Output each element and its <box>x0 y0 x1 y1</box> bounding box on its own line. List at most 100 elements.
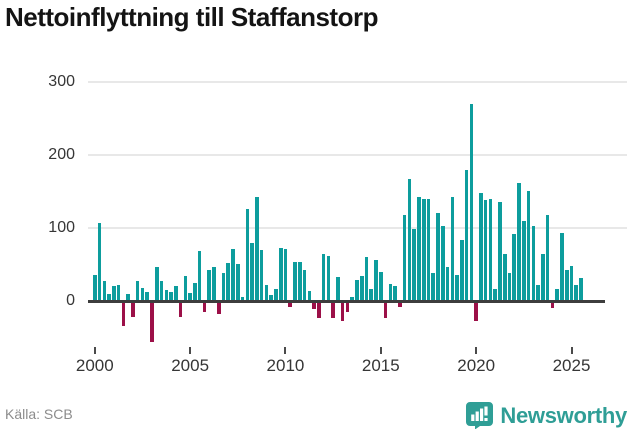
bar-2012-Q1[interactable] <box>321 254 326 301</box>
bar-2003-Q3[interactable] <box>159 280 164 301</box>
bar-2005-Q4[interactable] <box>202 303 207 313</box>
bar-2024-Q2[interactable] <box>555 289 559 301</box>
bar-2022-Q1[interactable] <box>512 233 517 301</box>
bar-2012-Q3[interactable] <box>331 303 335 319</box>
bar-2019-Q2[interactable] <box>460 239 464 301</box>
bar-2009-Q2[interactable] <box>269 295 273 301</box>
bar-2020-Q4[interactable] <box>488 199 493 301</box>
bar-2023-Q3[interactable] <box>541 253 545 301</box>
bar-2011-Q3[interactable] <box>312 303 316 309</box>
bar-2008-Q4[interactable] <box>259 249 264 301</box>
bar-2003-Q2[interactable] <box>154 266 159 301</box>
bar-2025-Q2[interactable] <box>574 284 579 301</box>
bar-2017-Q4[interactable] <box>431 273 436 301</box>
bar-2014-Q3[interactable] <box>369 289 374 301</box>
bar-2024-Q1[interactable] <box>550 303 555 309</box>
bar-2018-Q3[interactable] <box>445 266 450 301</box>
bar-2022-Q3[interactable] <box>522 220 526 301</box>
bar-2017-Q1[interactable] <box>417 197 421 301</box>
bar-2001-Q2[interactable] <box>116 284 121 301</box>
bar-2025-Q1[interactable] <box>569 265 574 301</box>
bar-2016-Q3[interactable] <box>407 179 412 301</box>
bar-2011-Q1[interactable] <box>302 270 307 301</box>
bar-2016-Q1[interactable] <box>398 303 402 307</box>
bar-2001-Q1[interactable] <box>112 285 116 301</box>
bar-2013-Q4[interactable] <box>355 279 359 301</box>
bar-2005-Q3[interactable] <box>197 251 202 301</box>
bar-2000-Q3[interactable] <box>102 280 107 301</box>
bar-2004-Q1[interactable] <box>169 291 173 301</box>
bar-2010-Q2[interactable] <box>288 303 293 307</box>
bar-2010-Q1[interactable] <box>283 249 288 301</box>
bar-2024-Q3[interactable] <box>560 233 564 301</box>
bar-2014-Q1[interactable] <box>359 276 364 301</box>
bar-2013-Q1[interactable] <box>340 303 345 322</box>
bar-2006-Q1[interactable] <box>207 270 211 301</box>
bar-2004-Q4[interactable] <box>183 276 188 301</box>
bar-2014-Q2[interactable] <box>364 257 369 301</box>
bar-2008-Q1[interactable] <box>245 208 250 301</box>
bar-2007-Q2[interactable] <box>231 249 235 301</box>
bar-2006-Q4[interactable] <box>221 272 226 301</box>
bar-2015-Q3[interactable] <box>388 284 393 301</box>
bar-2006-Q3[interactable] <box>216 303 221 314</box>
bar-2003-Q4[interactable] <box>164 290 169 301</box>
bar-2000-Q2[interactable] <box>97 222 102 301</box>
bar-2020-Q2[interactable] <box>479 192 483 301</box>
bar-2002-Q1[interactable] <box>131 303 135 317</box>
bar-2019-Q4[interactable] <box>469 103 474 301</box>
bar-2009-Q1[interactable] <box>264 284 269 301</box>
bar-2013-Q3[interactable] <box>350 297 354 301</box>
bar-2012-Q4[interactable] <box>336 276 340 301</box>
bar-2015-Q1[interactable] <box>379 271 383 301</box>
bar-2009-Q4[interactable] <box>278 248 283 301</box>
bar-2008-Q2[interactable] <box>250 243 254 301</box>
bar-2021-Q2[interactable] <box>498 201 502 301</box>
bar-2016-Q4[interactable] <box>412 229 416 301</box>
bar-2020-Q1[interactable] <box>474 303 478 321</box>
bar-2024-Q4[interactable] <box>564 270 569 301</box>
bar-2007-Q3[interactable] <box>236 264 240 301</box>
newsworthy-logo[interactable]: Newsworthy <box>466 402 627 430</box>
bar-2005-Q1[interactable] <box>188 292 192 301</box>
bar-2018-Q4[interactable] <box>450 196 455 301</box>
bar-2002-Q4[interactable] <box>145 291 150 301</box>
bar-2021-Q4[interactable] <box>507 273 512 301</box>
bar-2011-Q2[interactable] <box>307 290 312 301</box>
bar-2019-Q3[interactable] <box>464 170 469 301</box>
bar-2005-Q2[interactable] <box>193 282 197 301</box>
bar-2022-Q4[interactable] <box>526 191 531 301</box>
bar-2010-Q3[interactable] <box>293 261 297 301</box>
bar-2017-Q2[interactable] <box>421 199 426 301</box>
bar-2009-Q3[interactable] <box>274 289 278 301</box>
bar-2007-Q4[interactable] <box>240 297 245 301</box>
bar-2025-Q3[interactable] <box>579 278 583 301</box>
bar-2020-Q3[interactable] <box>483 200 488 301</box>
bar-2013-Q2[interactable] <box>345 303 350 313</box>
bar-2001-Q3[interactable] <box>121 303 126 326</box>
bar-2008-Q3[interactable] <box>255 197 259 301</box>
bar-2021-Q1[interactable] <box>493 288 498 301</box>
bar-2011-Q4[interactable] <box>317 303 321 319</box>
bar-2015-Q4[interactable] <box>393 285 397 301</box>
bar-2001-Q4[interactable] <box>126 293 130 301</box>
bar-2012-Q2[interactable] <box>326 255 331 301</box>
bar-2003-Q1[interactable] <box>150 303 154 342</box>
bar-2016-Q2[interactable] <box>402 214 407 301</box>
bar-2023-Q2[interactable] <box>536 284 540 301</box>
bar-2006-Q2[interactable] <box>212 266 216 301</box>
bar-2022-Q2[interactable] <box>517 183 521 301</box>
bar-2002-Q3[interactable] <box>140 287 145 301</box>
bar-2017-Q3[interactable] <box>426 199 431 301</box>
bar-2000-Q1[interactable] <box>93 274 97 301</box>
bar-2018-Q1[interactable] <box>436 213 440 301</box>
bar-2000-Q4[interactable] <box>107 293 111 301</box>
bar-2023-Q1[interactable] <box>531 225 536 301</box>
bar-2015-Q2[interactable] <box>383 303 388 318</box>
bar-2004-Q2[interactable] <box>174 286 178 301</box>
bar-2021-Q3[interactable] <box>502 254 507 301</box>
bar-2002-Q2[interactable] <box>135 281 140 301</box>
bar-2014-Q4[interactable] <box>374 260 378 301</box>
bar-2010-Q4[interactable] <box>297 262 302 301</box>
bar-2023-Q4[interactable] <box>545 214 550 301</box>
